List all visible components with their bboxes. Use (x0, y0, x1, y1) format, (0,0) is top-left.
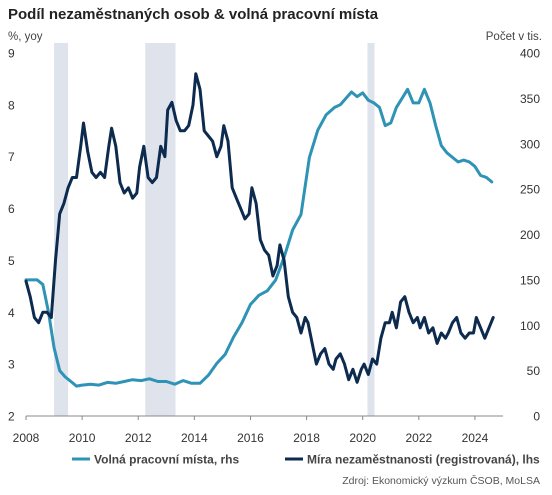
y-right-tick-label: 200 (520, 228, 540, 242)
x-tick-label: 2018 (293, 431, 320, 445)
recession-band-2 (367, 43, 375, 416)
x-tick-label: 2010 (69, 431, 96, 445)
left-axis-unit: %, yoy (8, 31, 43, 43)
x-tick-label: 2008 (13, 431, 40, 445)
chart-title: Podíl nezaměstnaných osob & volná pracov… (8, 6, 379, 23)
y-left-tick-label: 5 (8, 254, 15, 268)
legend-label-0: Volná pracovní místa, rhs (94, 453, 239, 467)
legend: Volná pracovní místa, rhs Míra nezaměstna… (72, 453, 540, 467)
x-tick-label: 2024 (462, 431, 489, 445)
source-note: Zdroj: Ekonomický výzkum ČSOB, MoLSA (342, 475, 540, 487)
y-right-tick-label: 250 (520, 183, 540, 197)
y-right-tick-label: 150 (520, 273, 540, 287)
y-left-tick-label: 7 (8, 150, 15, 164)
y-left-tick-label: 2 (8, 410, 15, 424)
y-right-tick-label: 350 (520, 92, 540, 106)
y-left-tick-label: 4 (8, 306, 15, 320)
y-right-tick-label: 0 (533, 410, 540, 424)
y-left-tick-label: 6 (8, 202, 15, 216)
recession-band-0 (54, 43, 69, 416)
y-right-tick-label: 50 (527, 364, 541, 378)
x-tick-label: 2016 (237, 431, 264, 445)
series-lines (24, 72, 495, 388)
y-left-tick-label: 3 (8, 358, 15, 372)
x-tick-label: 2020 (349, 431, 376, 445)
right-axis-unit: Počet v tis. (485, 31, 542, 43)
y-right-tick-label: 100 (520, 319, 540, 333)
x-tick-label: 2012 (125, 431, 152, 445)
x-tick-label: 2014 (181, 431, 208, 445)
legend-label-1: Míra nezaměstnanosti (registrovaná), lhs (307, 453, 540, 467)
y-left-tick-label: 8 (8, 98, 15, 112)
recession-band-1 (145, 43, 176, 416)
axes: 2 3 4 5 6 7 8 9 0 50 100 150 200 250 300 350 400 2008 2010… (8, 47, 540, 446)
y-left-tick-label: 9 (8, 47, 15, 61)
y-right-tick-label: 400 (520, 47, 540, 61)
x-tick-label: 2022 (405, 431, 432, 445)
y-right-tick-label: 300 (520, 137, 540, 151)
unemployment-line (24, 72, 495, 384)
